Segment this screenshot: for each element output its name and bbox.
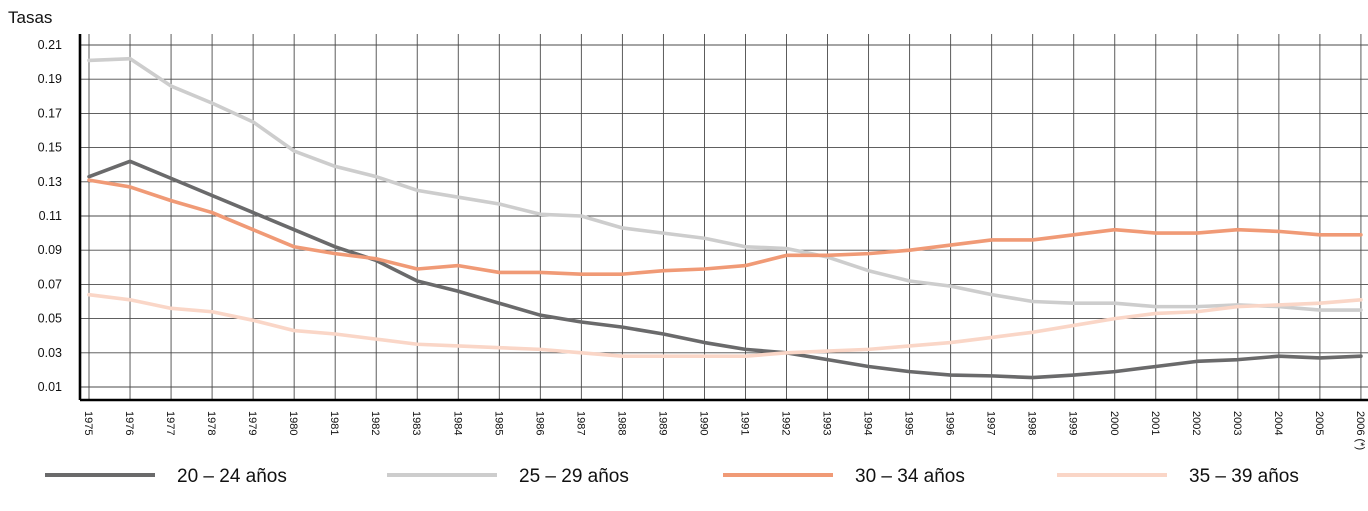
x-tick-label: 1994 xyxy=(862,411,874,435)
x-tick-label: 1986 xyxy=(533,411,545,435)
x-tick-label: 2006 (*) xyxy=(1354,411,1366,450)
x-tick-label: 2005 xyxy=(1313,411,1325,435)
y-tick-label: 0.17 xyxy=(38,106,62,120)
legend-label: 20 – 24 años xyxy=(177,466,287,487)
x-tick-label: 1993 xyxy=(821,411,833,435)
x-tick-label: 1977 xyxy=(164,411,176,435)
y-tick-label: 0.11 xyxy=(39,209,62,223)
series-line-3 xyxy=(87,178,1363,276)
series-lines xyxy=(87,56,1363,380)
y-tick-label: 0.19 xyxy=(38,72,62,86)
x-tick-label: 1980 xyxy=(287,411,299,435)
x-tick-label: 1981 xyxy=(328,411,340,435)
x-tick-label: 1983 xyxy=(410,411,422,435)
y-axis-title: Tasas xyxy=(8,8,52,27)
x-tick-label: 2004 xyxy=(1272,411,1284,435)
x-tick-label: 1985 xyxy=(492,411,504,435)
series-line-1 xyxy=(87,159,1363,380)
y-tick-label: 0.03 xyxy=(38,346,62,360)
x-tick-label: 1990 xyxy=(697,411,709,435)
y-tick-label: 0.09 xyxy=(38,243,62,257)
x-tick-label: 2003 xyxy=(1231,411,1243,435)
y-tick-label: 0.01 xyxy=(38,380,62,394)
x-tick-label: 1975 xyxy=(82,411,94,435)
x-tick-label: 1998 xyxy=(1026,411,1038,435)
x-tick-label: 2001 xyxy=(1149,411,1161,435)
x-tick-label: 1978 xyxy=(205,411,217,435)
x-tick-label: 2002 xyxy=(1190,411,1202,435)
x-tick-label: 1989 xyxy=(656,411,668,435)
x-tick-label: 1992 xyxy=(780,411,792,435)
y-tick-label: 0.13 xyxy=(38,175,62,189)
x-tick-label: 1999 xyxy=(1067,411,1079,435)
x-tick-label: 1976 xyxy=(123,411,135,435)
x-tick-label: 1984 xyxy=(451,411,463,435)
legend-label: 35 – 39 años xyxy=(1189,466,1299,487)
y-tick-label: 0.21 xyxy=(38,38,62,52)
y-tick-labels: 0.21 0.19 0.17 0.15 0.13 0.11 0.09 0.07 0.05 0.03… xyxy=(38,38,62,394)
legend-label: 25 – 29 años xyxy=(519,466,629,487)
x-tick-label: 2000 xyxy=(1108,411,1120,435)
x-tick-label: 1997 xyxy=(985,411,997,435)
series-line-4 xyxy=(87,292,1363,359)
x-tick-labels: 1975 1976 1977 1978 1979 1980 1981 1982 1983 1984… xyxy=(82,411,1366,450)
legend: 20 – 24 años 25 – 29 años 30 – 34 años 35 –… xyxy=(45,466,1299,487)
axes xyxy=(78,34,1368,402)
y-tick-label: 0.07 xyxy=(38,277,62,291)
x-tick-label: 1988 xyxy=(615,411,627,435)
series-line-2 xyxy=(87,56,1363,312)
x-tick-label: 1979 xyxy=(246,411,258,435)
x-tick-label: 1987 xyxy=(574,411,586,435)
x-tick-label: 1995 xyxy=(903,411,915,435)
x-tick-label: 1982 xyxy=(369,411,381,435)
x-tick-label: 1991 xyxy=(738,411,750,435)
y-tick-label: 0.15 xyxy=(38,141,62,155)
grid xyxy=(80,34,1368,400)
legend-label: 30 – 34 años xyxy=(855,466,965,487)
y-tick-label: 0.05 xyxy=(38,312,62,326)
x-tick-label: 1996 xyxy=(944,411,956,435)
